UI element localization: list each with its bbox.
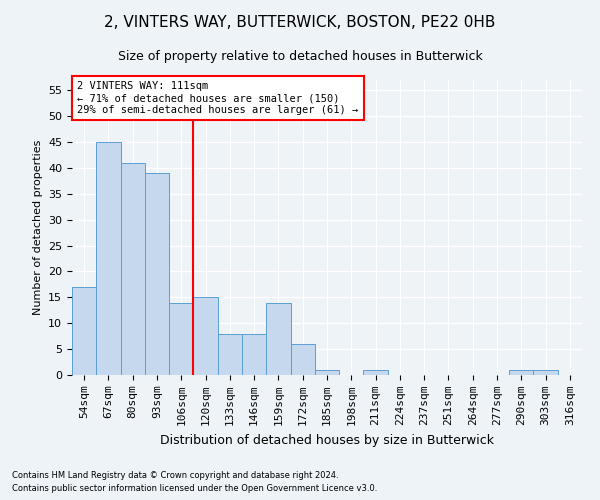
Bar (96, 142, 121, 375)
Bar (193, 298, 218, 375)
Text: Contains HM Land Registry data © Crown copyright and database right 2024.: Contains HM Land Registry data © Crown c… (12, 470, 338, 480)
Bar (364, 370, 388, 375)
X-axis label: Distribution of detached houses by size in Butterwick: Distribution of detached houses by size … (160, 434, 494, 446)
Bar (290, 344, 315, 375)
Bar (218, 334, 242, 375)
Y-axis label: Number of detached properties: Number of detached properties (32, 140, 43, 315)
Bar (145, 173, 169, 375)
Bar (533, 370, 558, 375)
Text: Size of property relative to detached houses in Butterwick: Size of property relative to detached ho… (118, 50, 482, 63)
Bar (121, 163, 145, 375)
Text: Contains public sector information licensed under the Open Government Licence v3: Contains public sector information licen… (12, 484, 377, 493)
Bar (169, 302, 193, 375)
Text: 2 VINTERS WAY: 111sqm
← 71% of detached houses are smaller (150)
29% of semi-det: 2 VINTERS WAY: 111sqm ← 71% of detached … (77, 82, 358, 114)
Text: 2, VINTERS WAY, BUTTERWICK, BOSTON, PE22 0HB: 2, VINTERS WAY, BUTTERWICK, BOSTON, PE22… (104, 15, 496, 30)
Bar (315, 370, 339, 375)
Bar (242, 334, 266, 375)
Bar (509, 370, 533, 375)
Bar (72, 287, 96, 375)
Bar (266, 302, 290, 375)
